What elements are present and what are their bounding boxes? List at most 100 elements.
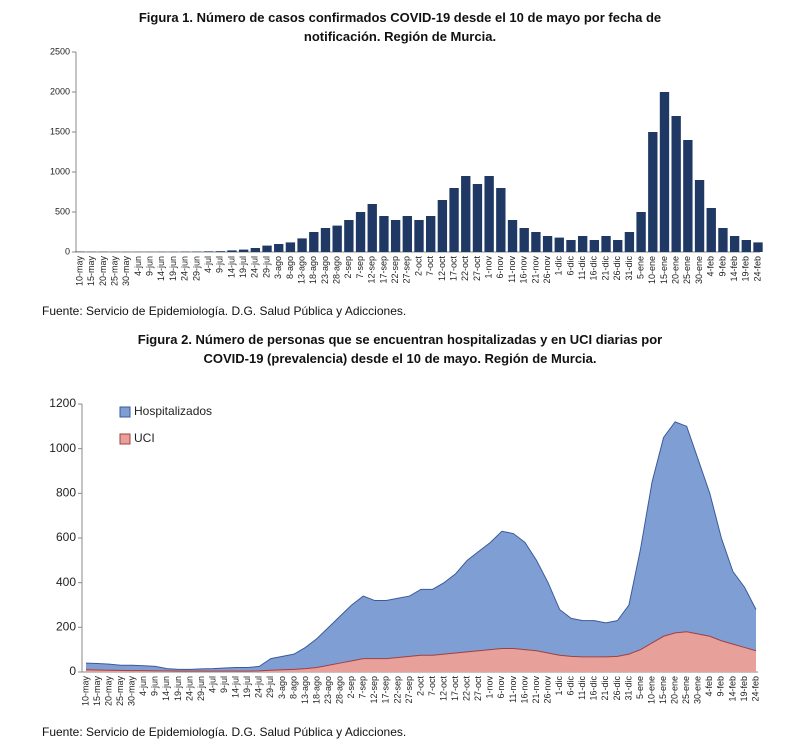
x-tick-label: 28-ago	[332, 256, 342, 284]
x-tick-label: 6-dic	[565, 256, 575, 276]
bar	[355, 212, 366, 252]
x-tick-label: 4-feb	[706, 256, 716, 277]
x-tick-label: 24-feb	[750, 676, 760, 702]
x-tick-label: 10-ene	[647, 256, 657, 284]
bar	[297, 238, 307, 252]
bar	[367, 204, 377, 252]
x-tick-label: 5-ene	[635, 256, 645, 279]
x-tick-label: 6-nov	[495, 256, 505, 279]
x-tick-label: 1-nov	[484, 256, 494, 279]
bar	[379, 216, 389, 252]
x-tick-label: 7-oct	[425, 256, 435, 277]
x-tick-label: 9-feb	[716, 676, 726, 697]
x-tick-label: 30-may	[121, 256, 131, 287]
x-tick-label: 22-oct	[462, 676, 472, 702]
legend-label: UCI	[134, 431, 155, 445]
bar	[250, 248, 261, 252]
x-tick-label: 4-jun	[138, 676, 148, 696]
x-tick-label: 31-dic	[623, 676, 633, 701]
y-tick-label: 500	[55, 206, 70, 216]
x-tick-label: 6-nov	[496, 676, 506, 699]
bar	[309, 232, 319, 252]
x-tick-label: 18-ago	[308, 256, 318, 284]
x-tick-label: 3-ago	[277, 676, 287, 699]
bar	[636, 212, 646, 252]
x-tick-label: 1-dic	[554, 256, 564, 276]
x-tick-label: 25-ene	[681, 676, 691, 704]
x-tick-label: 1-dic	[554, 676, 564, 696]
x-tick-label: 24-jul	[254, 676, 264, 698]
x-tick-label: 4-jul	[207, 676, 217, 693]
y-tick-label: 1500	[50, 126, 70, 136]
bar	[320, 228, 331, 252]
y-tick-label: 600	[56, 530, 76, 544]
legend-label: Hospitalizados	[134, 404, 212, 418]
bar	[285, 242, 296, 252]
x-tick-label: 30-may	[127, 676, 137, 707]
x-tick-label: 16-nov	[519, 676, 529, 704]
x-tick-label: 18-ago	[311, 676, 321, 704]
x-tick-label: 11-nov	[508, 676, 518, 703]
bar	[554, 237, 564, 252]
x-tick-label: 26-dic	[612, 676, 622, 701]
chart-title: Figura 2. Número de personas que se encu…	[137, 332, 663, 366]
x-tick-label: 10-may	[74, 256, 84, 287]
y-tick-label: 0	[65, 246, 70, 256]
x-tick-label: 23-ago	[320, 256, 330, 284]
y-tick-label: 2500	[50, 46, 70, 56]
x-tick-label: 11-nov	[507, 256, 517, 283]
bar	[238, 249, 249, 252]
bar	[729, 236, 740, 252]
x-tick-label: 6-dic	[566, 676, 576, 696]
x-tick-label: 21-nov	[531, 676, 541, 704]
x-tick-label: 28-ago	[335, 676, 345, 704]
x-tick-label: 12-sep	[367, 256, 377, 284]
bar	[426, 216, 436, 252]
x-tick-label: 16-nov	[519, 256, 529, 284]
x-tick-label: 10-may	[80, 676, 90, 707]
x-tick-label: 17-sep	[381, 676, 391, 704]
bar	[507, 220, 518, 252]
bar	[706, 208, 716, 252]
x-tick-label: 27-oct	[472, 256, 482, 282]
bar	[624, 232, 635, 252]
bar	[753, 242, 763, 252]
bar	[496, 188, 506, 252]
bar	[741, 240, 751, 252]
x-tick-label: 19-feb	[741, 256, 751, 282]
x-tick-label: 26-nov	[542, 676, 552, 704]
x-tick-label: 27-sep	[404, 676, 414, 704]
x-tick-label: 27-sep	[402, 256, 412, 284]
legend-swatch	[119, 406, 131, 418]
bar	[577, 236, 588, 252]
x-tick-label: 25-may	[109, 256, 119, 287]
x-tick-label: 21-nov	[530, 256, 540, 284]
bar	[659, 92, 670, 252]
x-tick-label: 7-sep	[355, 256, 365, 279]
bar	[648, 132, 658, 252]
x-tick-label: 8-ago	[288, 676, 298, 699]
x-tick-label: 12-sep	[369, 676, 379, 704]
x-tick-label: 20-ene	[671, 256, 681, 284]
x-tick-label: 15-may	[92, 676, 102, 707]
y-tick-label: 1000	[49, 441, 76, 455]
x-tick-label: 30-ene	[693, 676, 703, 704]
x-tick-label: 17-oct	[448, 256, 458, 282]
y-tick-label: 0	[69, 664, 76, 678]
x-tick-label: 1-nov	[485, 676, 495, 699]
x-tick-label: 26-dic	[612, 256, 622, 281]
x-tick-label: 12-oct	[438, 676, 448, 702]
x-tick-label: 2-oct	[415, 676, 425, 697]
y-tick-label: 400	[56, 575, 76, 589]
x-tick-label: 30-ene	[694, 256, 704, 284]
bar	[589, 240, 600, 252]
bar	[542, 236, 553, 252]
x-tick-label: 12-oct	[437, 256, 447, 282]
x-tick-label: 29-jul	[265, 676, 275, 698]
source-note: Fuente: Servicio de Epidemiología. D.G. …	[42, 725, 407, 739]
x-tick-label: 4-feb	[704, 676, 714, 697]
chart-title: Figura 1. Número de casos confirmados CO…	[138, 10, 662, 44]
x-tick-label: 29-jun	[191, 256, 201, 281]
bar	[683, 140, 693, 252]
